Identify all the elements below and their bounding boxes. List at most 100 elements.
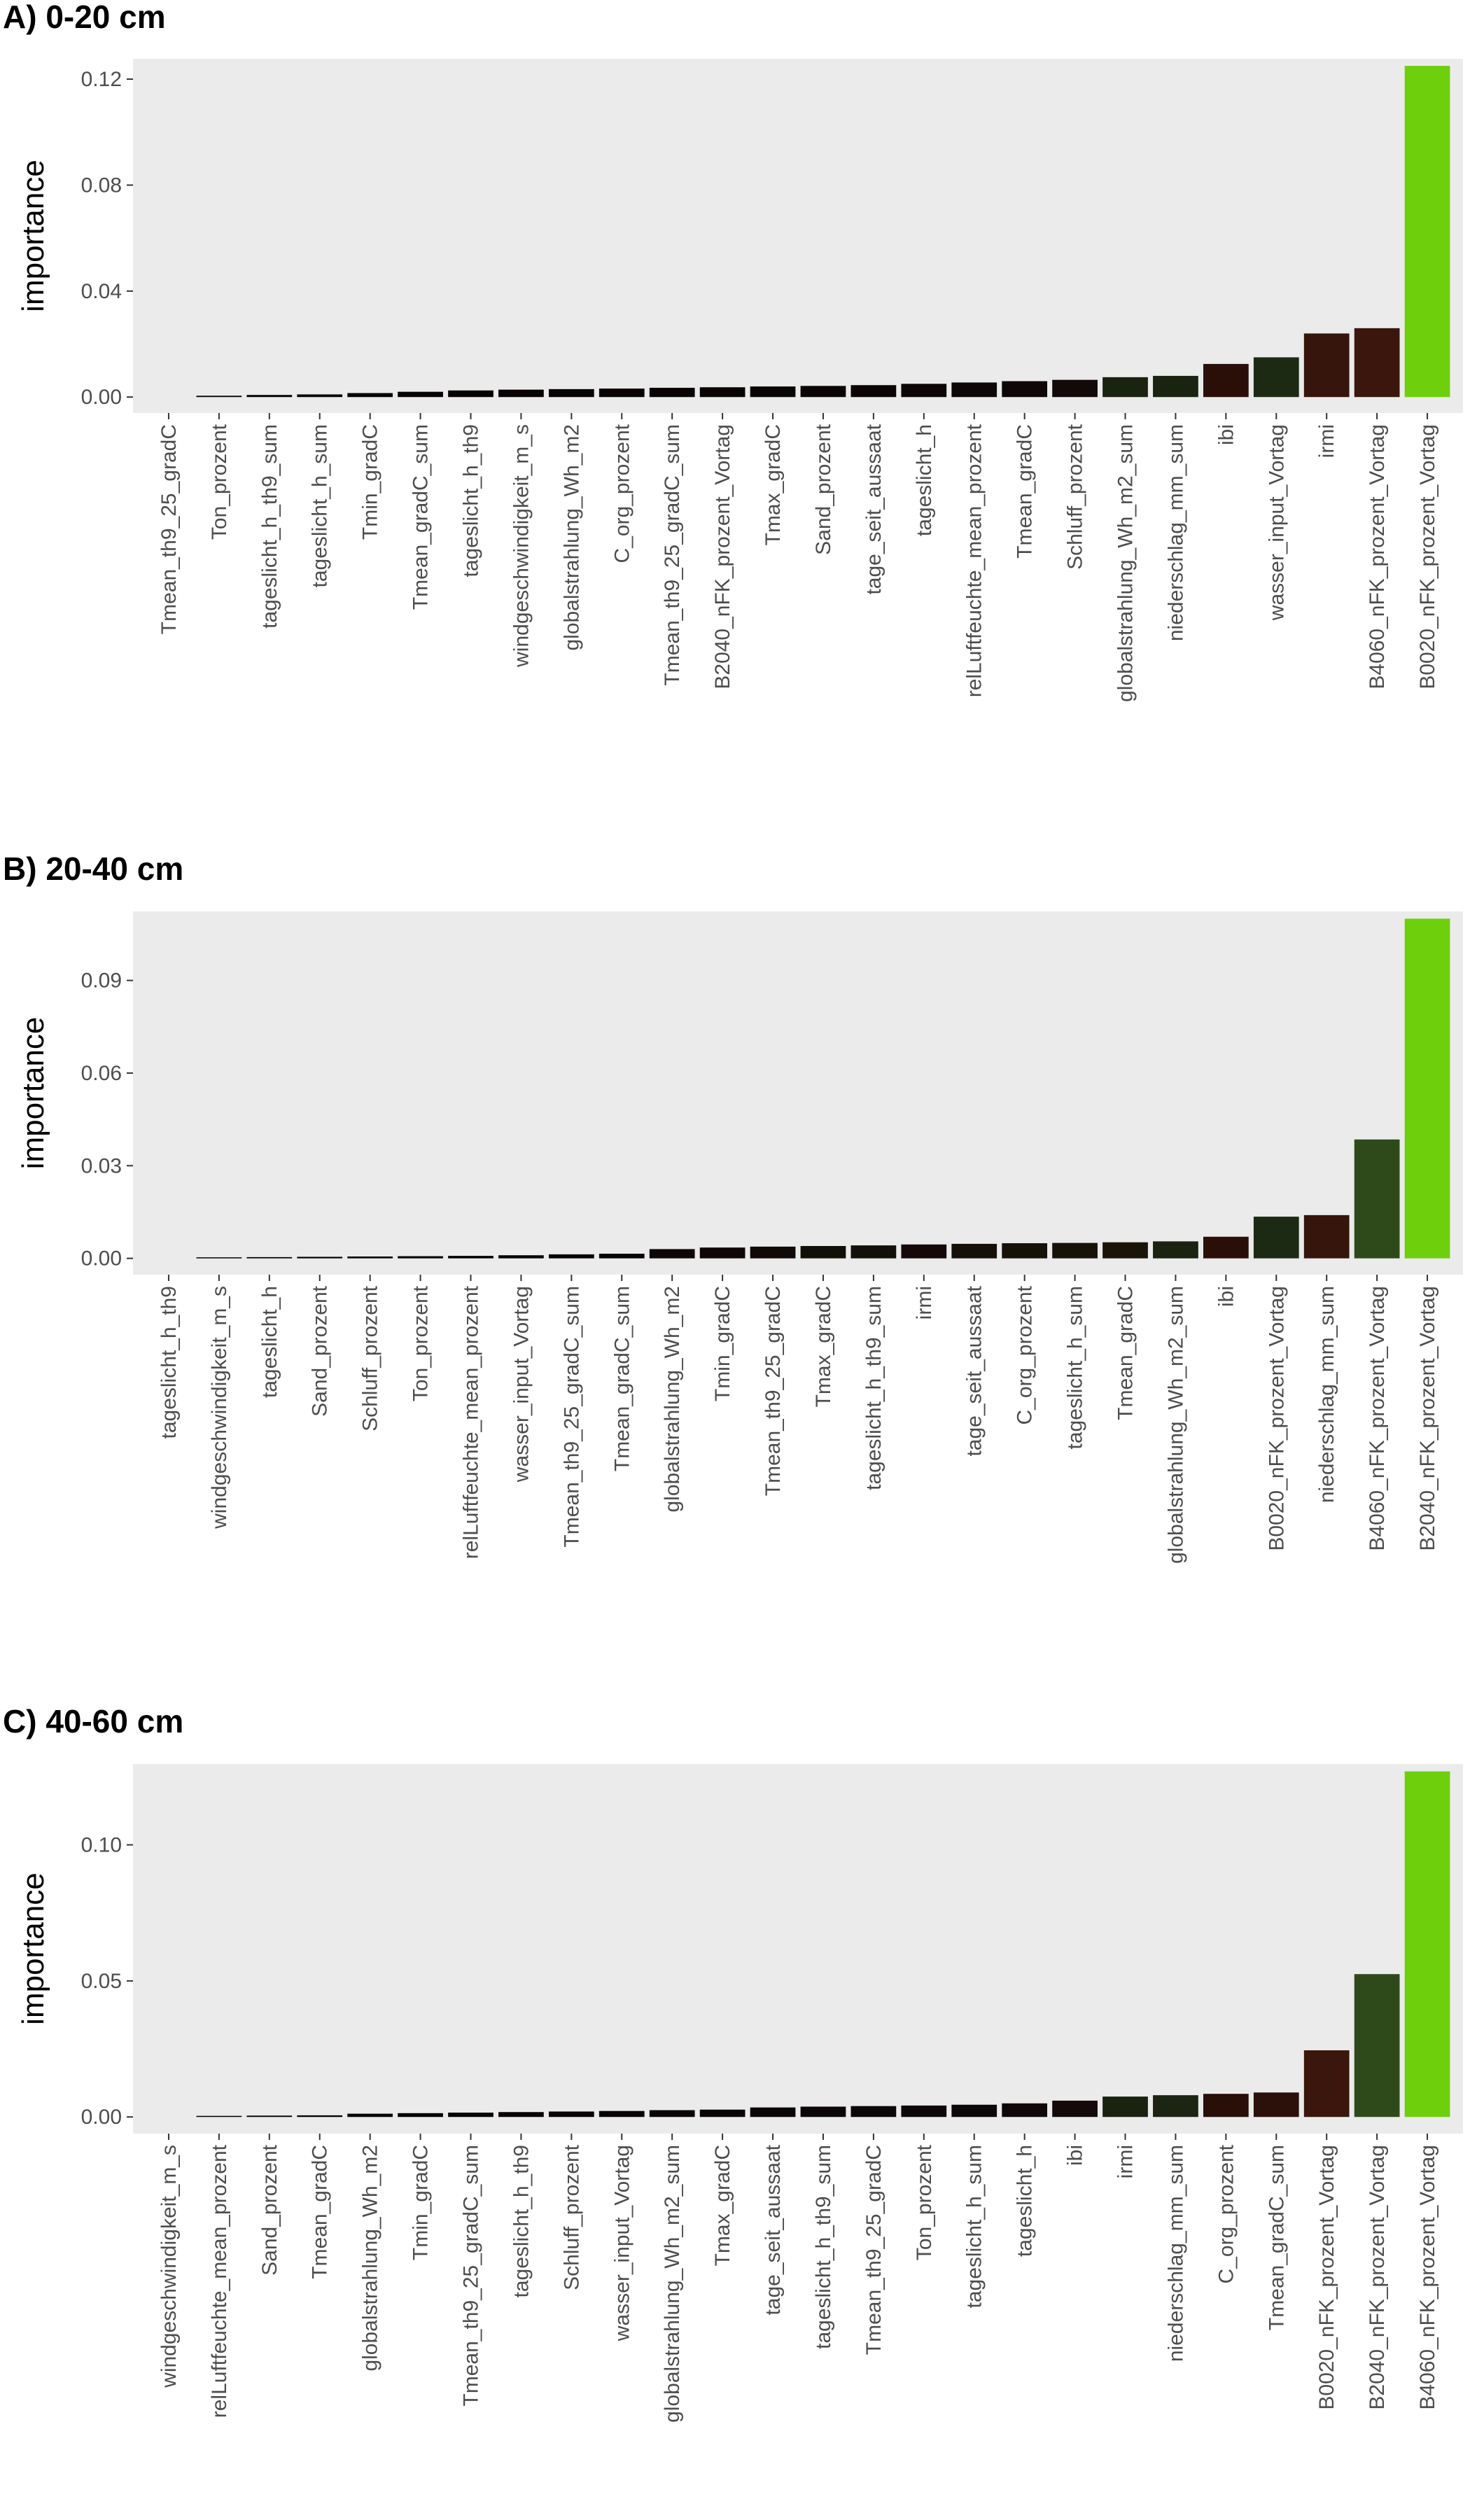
- bar-globalstrahlung_Wh_m2_sum: [1102, 377, 1148, 398]
- plot-background: [133, 911, 1463, 1275]
- bar-B2040_nFK_prozent_Vortag: [699, 387, 746, 398]
- category-label: Tmin_gradC: [359, 424, 382, 540]
- category-label: tageslicht_h_th9_sum: [258, 424, 281, 629]
- bar-irmi: [1102, 2096, 1148, 2118]
- category-label: Tmin_gradC: [410, 2145, 433, 2260]
- y-tick-label: 0.05: [81, 1970, 122, 1993]
- category-label: Ton_prozent: [913, 2144, 936, 2260]
- bar-relLuftfeuchte_mean_prozent: [951, 382, 997, 398]
- category-label: B0020_nFK_prozent_Vortag: [1416, 424, 1439, 690]
- bar-relLuftfeuchte_mean_prozent: [196, 2115, 242, 2118]
- category-label: tageslicht_h_th9_sum: [812, 2145, 835, 2349]
- y-axis-title: importance: [16, 1872, 50, 2025]
- bar-Tmax_gradC: [750, 386, 796, 398]
- bar-tageslicht_h: [1002, 2103, 1048, 2118]
- category-label: Tmean_th9_25_gradC_sum: [661, 424, 684, 686]
- y-tick-label: 0.10: [81, 1834, 122, 1857]
- category-label: B4060_nFK_prozent_Vortag: [1416, 2145, 1439, 2410]
- bar-tageslicht_h_sum: [297, 394, 343, 398]
- bar-Schluff_prozent: [548, 2111, 594, 2118]
- bar-ibi: [1203, 363, 1249, 398]
- y-tick-label: 0.00: [81, 386, 122, 409]
- category-label: C_org_prozent: [1214, 2144, 1238, 2283]
- bar-tageslicht_h_th9: [498, 2112, 544, 2118]
- category-label: Ton_prozent: [208, 424, 231, 540]
- category-label: ibi: [1214, 1286, 1238, 1307]
- bar-tageslicht_h_sum: [951, 2104, 997, 2118]
- plot-background: [133, 1764, 1463, 2134]
- category-label: tageslicht_h_th9: [510, 2145, 533, 2298]
- bar-relLuftfeuchte_mean_prozent: [448, 1256, 493, 1259]
- category-label: ibi: [1064, 2145, 1087, 2166]
- bar-ibi: [1052, 2100, 1098, 2118]
- category-label: irmi: [1315, 424, 1338, 458]
- bar-Schluff_prozent: [347, 1256, 393, 1259]
- chart-panel-3: C) 40-60 cm 0.00 0.05 0.10 importance windges…: [3, 1703, 1463, 2423]
- category-label: Tmin_gradC: [711, 1286, 734, 1401]
- plot-background: [133, 59, 1463, 413]
- category-label: Tmax_gradC: [711, 2145, 734, 2266]
- bar-B0020_nFK_prozent_Vortag: [1303, 2050, 1350, 2118]
- category-label: niederschlag_mm_sum: [1164, 2145, 1187, 2362]
- category-label: tageslicht_h: [258, 1286, 281, 1398]
- bar-tage_seit_aussaat: [750, 2107, 796, 2118]
- category-label: B2040_nFK_prozent_Vortag: [711, 424, 734, 690]
- category-label: Sand_prozent: [309, 1285, 332, 1416]
- bar-Tmean_th9_25_gradC_sum: [448, 2113, 493, 2118]
- category-label: relLuftfeuchte_mean_prozent: [208, 2144, 231, 2418]
- bar-Schluff_prozent: [1052, 379, 1098, 398]
- category-label: Tmean_th9_25_gradC_sum: [460, 2145, 483, 2407]
- bar-Tmean_th9_25_gradC: [850, 2106, 897, 2118]
- category-label: Sand_prozent: [812, 424, 835, 554]
- category-label: tageslicht_h_th9: [460, 424, 483, 578]
- category-label: wasser_input_Vortag: [1265, 424, 1288, 621]
- category-label: ibi: [1214, 424, 1238, 445]
- chart-title: C) 40-60 cm: [3, 1703, 183, 1740]
- category-label: B0020_nFK_prozent_Vortag: [1315, 2145, 1338, 2410]
- y-tick-label: 0.00: [81, 2106, 122, 2129]
- category-label: niederschlag_mm_sum: [1315, 1286, 1338, 1503]
- category-label: irmi: [913, 1286, 936, 1320]
- category-label: C_org_prozent: [1014, 1285, 1037, 1424]
- bar-Tmean_gradC_sum: [1253, 2092, 1299, 2118]
- bar-Sand_prozent: [246, 2115, 293, 2118]
- category-label: Tmean_gradC_sum: [410, 424, 433, 610]
- bar-tage_seit_aussaat: [951, 1243, 997, 1259]
- category-label: wasser_input_Vortag: [610, 2145, 634, 2342]
- bar-C_org_prozent: [598, 388, 645, 398]
- category-label: C_org_prozent: [610, 424, 634, 563]
- category-label: Tmax_gradC: [762, 424, 785, 545]
- chart-title: A) 0-20 cm: [3, 0, 166, 35]
- bar-Tmax_gradC: [800, 1245, 846, 1259]
- category-label: niederschlag_mm_sum: [1164, 424, 1187, 641]
- category-label: Tmean_th9_25_gradC: [158, 424, 181, 634]
- bar-Sand_prozent: [800, 386, 846, 398]
- bar-Tmin_gradC: [398, 2113, 443, 2118]
- bar-irmi: [901, 1244, 947, 1259]
- category-label: Sand_prozent: [258, 2144, 281, 2275]
- bar-Tmean_gradC: [297, 2115, 343, 2118]
- bar-windgeschwindigkeit_m_s: [498, 389, 544, 398]
- category-label: tage_seit_aussaat: [762, 2144, 785, 2315]
- category-label: tageslicht_h: [1014, 2145, 1037, 2257]
- category-label: B4060_nFK_prozent_Vortag: [1366, 424, 1389, 690]
- category-label: tageslicht_h_th9_sum: [862, 1286, 886, 1490]
- bar-wasser_input_Vortag: [598, 2110, 645, 2118]
- category-label: B2040_nFK_prozent_Vortag: [1416, 1286, 1439, 1551]
- category-label: relLuftfeuchte_mean_prozent: [963, 424, 986, 697]
- category-label: globalstrahlung_Wh_m2_sum: [661, 2145, 684, 2423]
- bar-B4060_nFK_prozent_Vortag: [1354, 328, 1400, 398]
- category-label: globalstrahlung_Wh_m2: [560, 424, 583, 651]
- chart-title: B) 20-40 cm: [3, 850, 183, 887]
- category-label: Ton_prozent: [410, 1285, 433, 1401]
- category-label: Tmean_th9_25_gradC_sum: [560, 1286, 583, 1548]
- category-label: windgeschwindigkeit_m_s: [510, 424, 533, 668]
- bar-irmi: [1303, 333, 1350, 398]
- bar-B2040_nFK_prozent_Vortag: [1404, 918, 1450, 1259]
- bar-Tmax_gradC: [699, 2109, 746, 2118]
- bar-globalstrahlung_Wh_m2_sum: [1153, 1241, 1198, 1259]
- category-label: tageslicht_h_th9: [158, 1286, 181, 1439]
- bar-Tmean_gradC_sum: [398, 391, 443, 398]
- category-label: windgeschwindigkeit_m_s: [158, 2145, 181, 2388]
